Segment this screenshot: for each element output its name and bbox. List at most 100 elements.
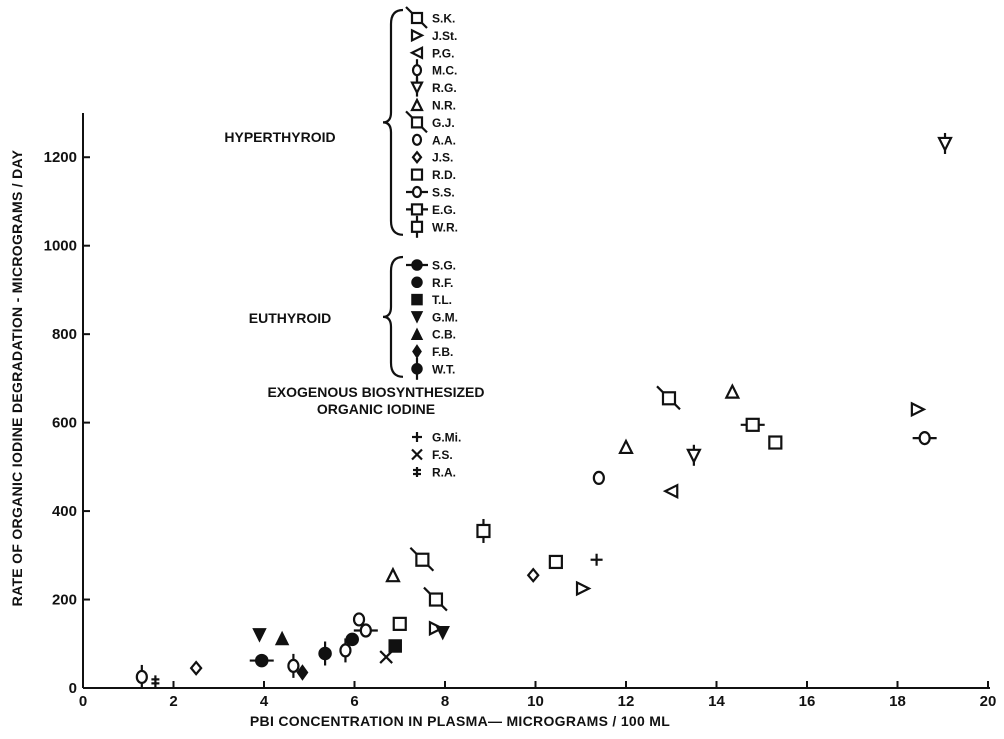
x-tick-label: 8 (441, 693, 449, 710)
data-point (345, 632, 359, 647)
data-point (385, 566, 401, 583)
legend-group-label-line: ORGANIC IODINE (317, 401, 435, 417)
legend-group-label: EXOGENOUS BIOSYNTHESIZED ORGANIC IODINE (267, 384, 484, 417)
data-point (937, 132, 953, 154)
data-point (409, 546, 435, 572)
x-tick-label: 6 (350, 693, 358, 710)
marker-shape (352, 612, 366, 627)
data-point (352, 612, 366, 627)
marker-shape (745, 417, 760, 432)
legend-entry-label: E.G. (432, 203, 456, 217)
marker-stroke (427, 564, 435, 572)
marker-shape (189, 660, 203, 676)
marker-shape (910, 401, 927, 418)
data-point (526, 567, 540, 583)
data-point (618, 438, 634, 455)
data-point (423, 586, 448, 612)
data-point (287, 653, 300, 678)
legend-entry-label: C.B. (432, 328, 456, 342)
marker-shape (410, 116, 424, 129)
marker-shape (575, 580, 592, 597)
data-point (428, 620, 445, 637)
data-point (686, 444, 702, 466)
legend-entry: J.S. (411, 150, 453, 165)
x-tick-label: 4 (260, 693, 269, 710)
marker-shape (662, 483, 679, 499)
data-point (339, 638, 352, 663)
data-point (435, 625, 450, 641)
marker-stroke (421, 126, 428, 134)
marker-shape (410, 327, 424, 340)
x-tick-label: 0 (79, 693, 87, 710)
legend-entry-label: R.A. (432, 466, 456, 480)
data-point (912, 430, 937, 446)
legend-entry: P.G. (409, 46, 454, 60)
data-point (353, 623, 378, 638)
legend-entry-label: A.A. (432, 133, 456, 147)
marker-shape (411, 64, 423, 77)
y-tick-label: 200 (52, 592, 77, 609)
marker-shape (409, 46, 424, 60)
x-tick-label: 18 (889, 693, 906, 710)
legend-entry: N.R. (410, 97, 456, 113)
marker-shape (428, 592, 444, 607)
marker-shape (318, 646, 332, 661)
marker-stroke (441, 604, 448, 612)
marker-shape (410, 97, 424, 112)
legend-entry-label: P.G. (432, 46, 454, 60)
marker-shape (768, 435, 783, 450)
legend-brace (382, 8, 404, 236)
legend-entry-label: G.M. (432, 310, 458, 324)
data-point (392, 616, 407, 631)
x-tick-label: 20 (980, 693, 997, 710)
legend-entry-label: S.G. (432, 259, 456, 273)
data-point (724, 383, 741, 399)
marker-shape (252, 628, 267, 643)
marker-shape (392, 616, 407, 631)
data-point (590, 553, 603, 566)
data-point (249, 653, 274, 668)
legend-entry: S.G. (406, 259, 456, 273)
x-axis-label: PBI CONCENTRATION IN PLASMA— MICROGRAMS … (250, 713, 670, 729)
legend-entry: G.M. (410, 310, 458, 324)
y-tick-label: 0 (69, 680, 77, 697)
marker-shape (411, 150, 423, 164)
x-tick-label: 12 (618, 693, 635, 710)
y-tick-label: 800 (52, 326, 77, 343)
data-point (318, 641, 332, 666)
legend-entry: F.S. (411, 448, 453, 462)
y-tick-label: 400 (52, 503, 77, 520)
legend-group-label: EUTHYROID (249, 310, 331, 326)
legend-entry: T.L. (411, 293, 452, 307)
data-point (296, 664, 309, 681)
legend: HYPERTHYROID S.K. J.St. P.G. M.C. R.G. N.R. G.J… (224, 6, 485, 480)
legend-entry-label: M.C. (432, 64, 457, 78)
legend-entry: A.A. (411, 133, 456, 147)
marker-shape (411, 133, 423, 146)
marker-shape (345, 632, 359, 647)
marker-shape (410, 203, 424, 216)
data-point (151, 675, 160, 688)
data-point (252, 628, 267, 643)
x-tick-label: 10 (527, 693, 544, 710)
marker-shape (274, 630, 290, 646)
legend-entry-label: G.Mi. (432, 431, 461, 445)
legend-entry: E.G. (406, 203, 456, 217)
data-point (662, 483, 679, 499)
legend-entry: R.F. (411, 276, 453, 290)
data-point (575, 580, 592, 597)
marker-shape (339, 643, 352, 658)
data-point (768, 435, 783, 450)
data-point (910, 401, 927, 418)
marker-shape (411, 185, 423, 199)
marker-shape (135, 669, 148, 685)
legend-entry: W.R. (410, 215, 458, 238)
marker-shape (548, 554, 563, 570)
marker-shape (410, 168, 424, 181)
x-tick-label: 16 (799, 693, 816, 710)
marker-stroke (379, 650, 393, 664)
x-tick-label: 14 (708, 693, 725, 710)
data-point (740, 417, 765, 432)
y-tick-label: 1200 (44, 149, 77, 166)
